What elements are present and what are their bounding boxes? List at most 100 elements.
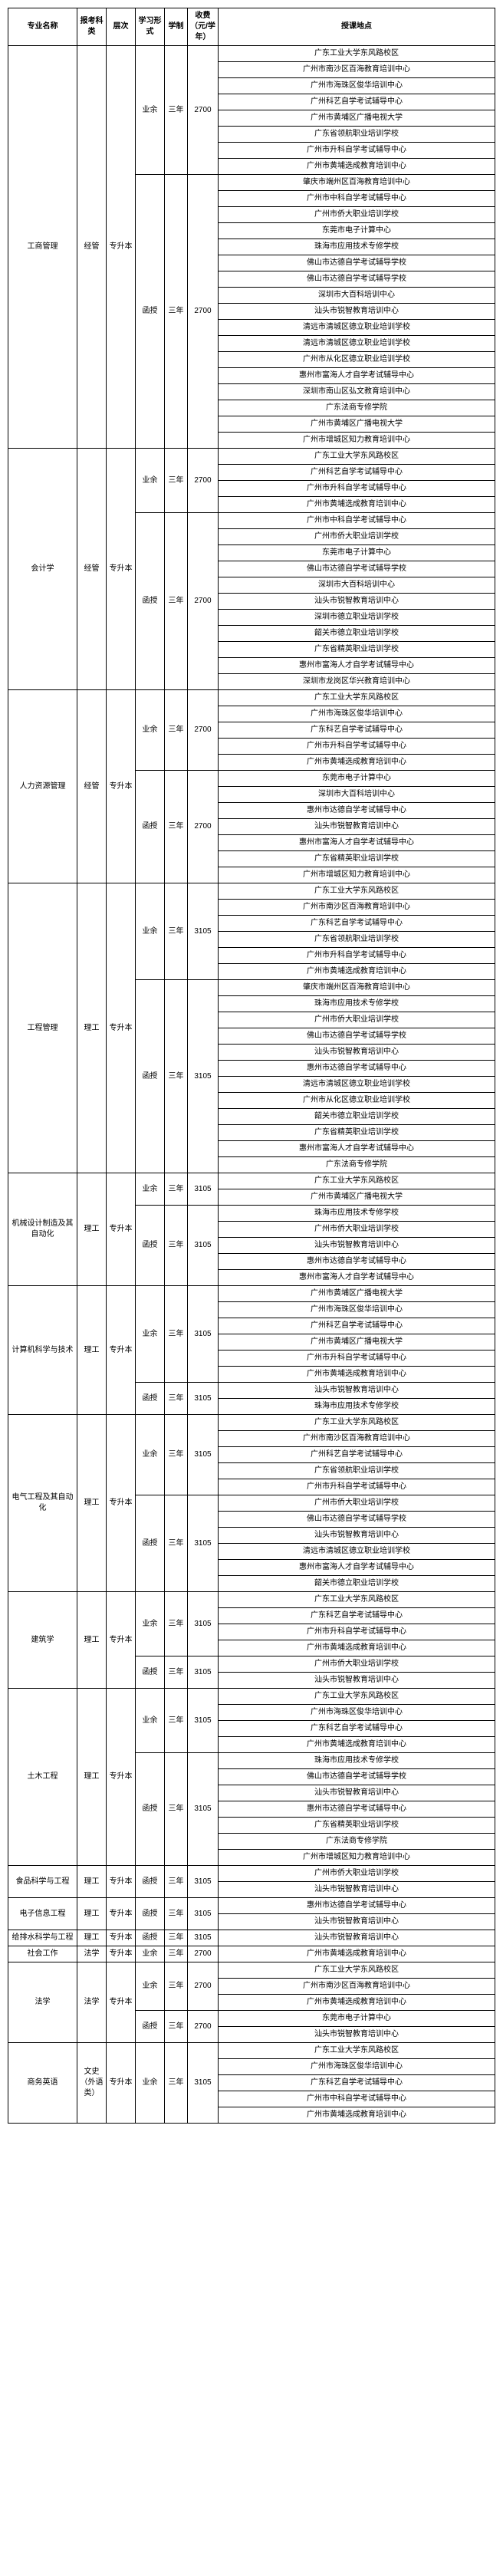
location: 清远市清城区德立职业培训学校 <box>219 1077 495 1093</box>
location: 广州市南沙区百海教育培训中心 <box>219 900 495 916</box>
location: 广州市黄埔选成教育培训中心 <box>219 1737 495 1753</box>
location: 广东科艺自学考试辅导中心 <box>219 1608 495 1624</box>
fee: 3105 <box>188 1383 219 1415</box>
location: 佛山市达德自学考试辅导学校 <box>219 255 495 271</box>
location: 广州市黄埔选成教育培训中心 <box>219 159 495 175</box>
location: 广州市侨大职业培训学校 <box>219 207 495 223</box>
location: 广东省领航职业培训学校 <box>219 1463 495 1479</box>
study-period: 三年 <box>165 1592 188 1656</box>
location: 广州市黄埔区广播电视大学 <box>219 1334 495 1351</box>
location: 广州市海珠区俊华培训中心 <box>219 2059 495 2075</box>
location: 惠州市达德自学考试辅导中心 <box>219 803 495 819</box>
location: 惠州市富海人才自学考试辅导中心 <box>219 368 495 384</box>
major-level: 专升本 <box>107 1946 136 1962</box>
fee: 2700 <box>188 449 219 513</box>
major-name: 人力资源管理 <box>8 690 77 883</box>
study-form: 函授 <box>136 2011 165 2043</box>
location: 广州市增城区知力教育培训中心 <box>219 433 495 449</box>
major-name: 建筑学 <box>8 1592 77 1689</box>
table-row: 社会工作法学专升本业余三年2700广州市黄埔选成教育培训中心 <box>8 1946 495 1962</box>
study-period: 三年 <box>165 175 188 449</box>
major-category: 法学 <box>77 1962 107 2043</box>
major-category: 理工 <box>77 1930 107 1946</box>
study-period: 三年 <box>165 1898 188 1930</box>
location: 广州市黄埔区广播电视大学 <box>219 416 495 433</box>
fee: 2700 <box>188 46 219 175</box>
location: 汕头市锐智教育培训中心 <box>219 594 495 610</box>
study-period: 三年 <box>165 513 188 690</box>
major-category: 理工 <box>77 1898 107 1930</box>
location: 广州市增城区知力教育培训中心 <box>219 867 495 883</box>
major-level: 专升本 <box>107 1689 136 1866</box>
table-row: 会计学经管专升本业余三年2700广东工业大学东风路校区 <box>8 449 495 465</box>
location: 广州市黄埔区广播电视大学 <box>219 110 495 127</box>
location: 广东工业大学东风路校区 <box>219 883 495 900</box>
header-1: 报考科类 <box>77 8 107 46</box>
location: 韶关市德立职业培训学校 <box>219 1109 495 1125</box>
major-category: 理工 <box>77 1415 107 1592</box>
location: 珠海市应用技术专修学校 <box>219 1753 495 1769</box>
location: 汕头市锐智教育培训中心 <box>219 1238 495 1254</box>
study-form: 函授 <box>136 1383 165 1415</box>
header-2: 层次 <box>107 8 136 46</box>
location: 佛山市达德自学考试辅导学校 <box>219 1028 495 1045</box>
fee: 2700 <box>188 1946 219 1962</box>
location: 惠州市富海人才自学考试辅导中心 <box>219 835 495 851</box>
location: 广州科艺自学考试辅导中心 <box>219 94 495 110</box>
location: 广州科艺自学考试辅导中心 <box>219 465 495 481</box>
major-name: 电子信息工程 <box>8 1898 77 1930</box>
study-period: 三年 <box>165 1689 188 1753</box>
location: 东莞市电子计算中心 <box>219 223 495 239</box>
location: 珠海市应用技术专修学校 <box>219 239 495 255</box>
major-category: 理工 <box>77 1173 107 1286</box>
study-period: 三年 <box>165 1656 188 1689</box>
major-level: 专升本 <box>107 1286 136 1415</box>
fee: 3105 <box>188 1592 219 1656</box>
table-row: 给排水科学与工程理工专升本函授三年3105汕头市锐智教育培训中心 <box>8 1930 495 1946</box>
location: 广州市黄埔选成教育培训中心 <box>219 964 495 980</box>
major-category: 法学 <box>77 1946 107 1962</box>
location: 惠州市达德自学考试辅导中心 <box>219 1801 495 1818</box>
location: 汕头市锐智教育培训中心 <box>219 1528 495 1544</box>
study-form: 函授 <box>136 1656 165 1689</box>
major-name: 机械设计制造及其自动化 <box>8 1173 77 1286</box>
fee: 2700 <box>188 690 219 771</box>
location: 惠州市达德自学考试辅导中心 <box>219 1898 495 1914</box>
location: 广州科艺自学考试辅导中心 <box>219 1447 495 1463</box>
location: 广州市升科自学考试辅导中心 <box>219 481 495 497</box>
location: 广州市海珠区俊华培训中心 <box>219 78 495 94</box>
study-form: 业余 <box>136 2043 165 2124</box>
study-form: 函授 <box>136 1495 165 1592</box>
major-name: 工商管理 <box>8 46 77 449</box>
study-form: 业余 <box>136 690 165 771</box>
table-row: 人力资源管理经管专升本业余三年2700广东工业大学东风路校区 <box>8 690 495 706</box>
location: 珠海市应用技术专修学校 <box>219 1206 495 1222</box>
location: 广东法商专修学院 <box>219 1834 495 1850</box>
fee: 3105 <box>188 1898 219 1930</box>
location: 广州市升科自学考试辅导中心 <box>219 1479 495 1495</box>
fee: 3105 <box>188 1206 219 1286</box>
major-name: 社会工作 <box>8 1946 77 1962</box>
location: 广州科艺自学考试辅导中心 <box>219 1318 495 1334</box>
major-name: 会计学 <box>8 449 77 690</box>
location: 广东工业大学东风路校区 <box>219 46 495 62</box>
major-category: 理工 <box>77 883 107 1173</box>
location: 汕头市锐智教育培训中心 <box>219 1785 495 1801</box>
location: 惠州市富海人才自学考试辅导中心 <box>219 658 495 674</box>
study-form: 函授 <box>136 1898 165 1930</box>
location: 惠州市达德自学考试辅导中心 <box>219 1061 495 1077</box>
table-row: 土木工程理工专升本业余三年3105广东工业大学东风路校区 <box>8 1689 495 1705</box>
header-0: 专业名称 <box>8 8 77 46</box>
location: 佛山市达德自学考试辅导学校 <box>219 561 495 577</box>
location: 广东科艺自学考试辅导中心 <box>219 1721 495 1737</box>
table-row: 工商管理经管专升本业余三年2700广东工业大学东风路校区 <box>8 46 495 62</box>
location: 广州市海珠区俊华培训中心 <box>219 1705 495 1721</box>
table-row: 商务英语文史（外语类）专升本业余三年3105广东工业大学东风路校区 <box>8 2043 495 2059</box>
study-period: 三年 <box>165 883 188 980</box>
location: 广州市海珠区俊华培训中心 <box>219 706 495 722</box>
location: 珠海市应用技术专修学校 <box>219 1399 495 1415</box>
header-5: 收费（元/学年） <box>188 8 219 46</box>
location: 广州市侨大职业培训学校 <box>219 1656 495 1673</box>
header-3: 学习形式 <box>136 8 165 46</box>
location: 广州市升科自学考试辅导中心 <box>219 143 495 159</box>
